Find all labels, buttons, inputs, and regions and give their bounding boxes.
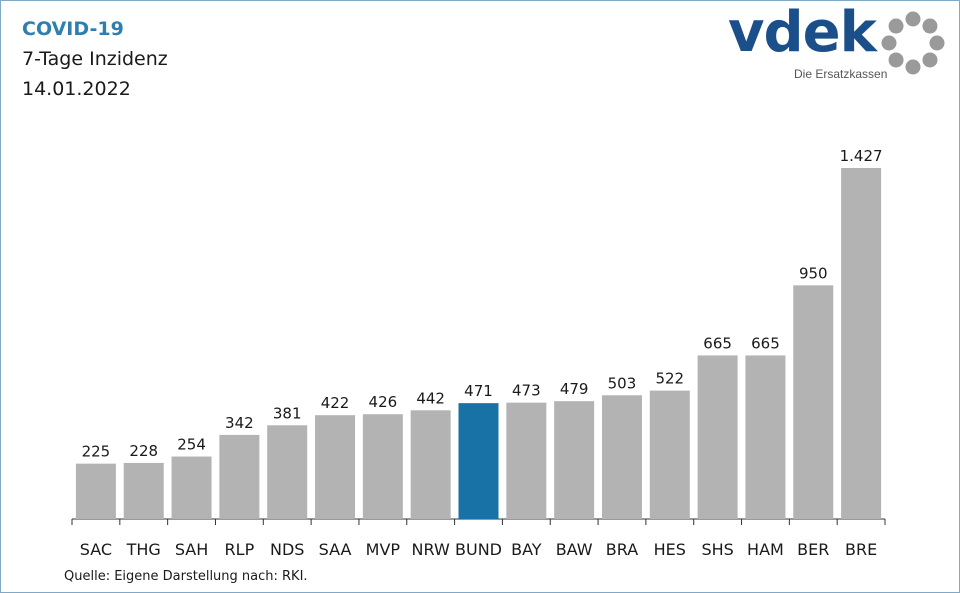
- category-label-nrw: NRW: [412, 540, 450, 559]
- category-label-sac: SAC: [80, 540, 112, 559]
- logo-ring-dot: [888, 52, 904, 68]
- bar-thg: [123, 462, 164, 519]
- data-label-sah: 254: [177, 436, 206, 454]
- bar-nds: [267, 425, 308, 519]
- bar-shs: [697, 355, 738, 519]
- data-label-sac: 225: [82, 443, 111, 461]
- data-label-ber: 950: [799, 264, 828, 282]
- data-label-ham: 665: [751, 334, 780, 352]
- data-label-nrw: 442: [416, 389, 445, 407]
- chart-subtitle: 7-Tage Inzidenz: [22, 48, 168, 70]
- category-label-rlp: RLP: [225, 540, 255, 559]
- logo-ring-dot: [929, 35, 945, 51]
- data-label-bre: 1.427: [840, 147, 883, 165]
- logo-ring-dot: [922, 52, 938, 68]
- logo-ring-dot: [922, 18, 938, 34]
- bar-bre: [841, 168, 882, 519]
- data-label-mvp: 426: [369, 393, 398, 411]
- logo-ring-dot: [888, 18, 904, 34]
- category-label-bay: BAY: [511, 540, 542, 559]
- logo-tagline: Die Ersatzkassen: [794, 67, 888, 81]
- data-label-shs: 665: [703, 334, 732, 352]
- data-label-rlp: 342: [225, 414, 254, 432]
- category-label-shs: SHS: [701, 540, 733, 559]
- category-label-bund: BUND: [455, 540, 502, 559]
- category-label-baw: BAW: [556, 540, 593, 559]
- bar-bund: [458, 403, 499, 519]
- bar-ber: [793, 285, 834, 519]
- category-label-bre: BRE: [845, 540, 877, 559]
- category-label-bra: BRA: [606, 540, 638, 559]
- source-note: Quelle: Eigene Darstellung nach: RKI.: [64, 569, 308, 584]
- category-label-sah: SAH: [175, 540, 208, 559]
- data-label-bund: 471: [464, 382, 493, 400]
- bar-baw: [554, 401, 595, 519]
- bar-rlp: [219, 434, 260, 519]
- data-label-thg: 228: [129, 442, 158, 460]
- vdek-logo: vdek Die Ersatzkassen: [728, 0, 950, 88]
- bar-bay: [506, 402, 547, 519]
- category-label-ber: BER: [797, 540, 829, 559]
- bar-mvp: [362, 414, 403, 519]
- data-label-saa: 422: [321, 394, 350, 412]
- logo-ring-dot: [881, 35, 897, 51]
- data-label-nds: 381: [273, 404, 302, 422]
- bar-bra: [601, 395, 642, 519]
- category-label-ham: HAM: [747, 540, 784, 559]
- logo-ring-icon: [881, 11, 945, 75]
- logo-ring-dot: [905, 11, 921, 27]
- category-label-thg: THG: [126, 540, 161, 559]
- bar-nrw: [410, 410, 451, 519]
- data-label-hes: 522: [655, 370, 684, 388]
- category-label-mvp: MVP: [366, 540, 401, 559]
- bar-saa: [315, 415, 356, 519]
- chart-date: 14.01.2022: [22, 78, 131, 100]
- bar-hes: [649, 390, 690, 519]
- bar-sah: [171, 456, 212, 519]
- logo-ring-dot: [905, 59, 921, 75]
- category-label-nds: NDS: [270, 540, 304, 559]
- chart-title: COVID-19: [22, 18, 124, 40]
- data-label-bra: 503: [608, 374, 637, 392]
- category-label-hes: HES: [654, 540, 686, 559]
- category-label-saa: SAA: [319, 540, 352, 559]
- data-label-baw: 479: [560, 380, 589, 398]
- data-label-bay: 473: [512, 382, 541, 400]
- logo-wordmark: vdek: [728, 0, 877, 65]
- bar-ham: [745, 355, 786, 519]
- bar-sac: [75, 463, 116, 519]
